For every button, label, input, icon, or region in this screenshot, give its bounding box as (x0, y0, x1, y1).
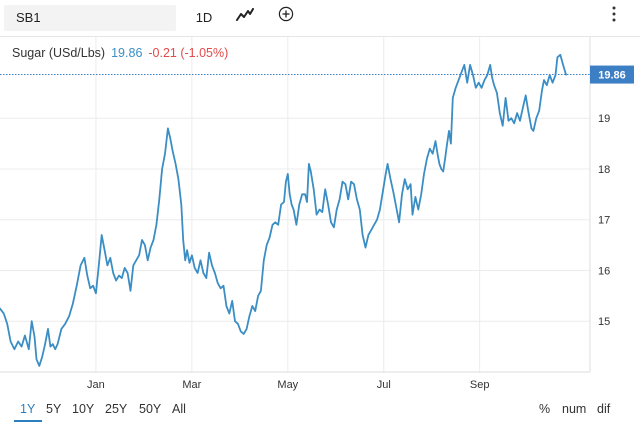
chart-legend: Sugar (USd/Lbs) 19.86 -0.21 (-1.05%) (12, 46, 228, 60)
y-tick-label: 17 (598, 215, 610, 227)
range-25y-button[interactable]: 25Y (105, 402, 128, 416)
x-tick-label: Jul (377, 379, 391, 391)
range-5y-button[interactable]: 5Y (46, 402, 62, 416)
range-1y-button[interactable]: 1Y (20, 402, 36, 416)
y-tick-label: 18 (598, 164, 610, 176)
y-tick-label: 19 (598, 113, 610, 125)
vertical-ellipsis-icon[interactable] (604, 5, 624, 31)
range-10y-button[interactable]: 10Y (72, 402, 95, 416)
range-bar: 1Y 5Y 10Y 25Y 50Y All % num dif (0, 394, 640, 425)
last-price-label: 19.86 (598, 70, 626, 82)
x-tick-label: May (277, 379, 298, 391)
range-50y-button[interactable]: 50Y (139, 402, 162, 416)
x-tick-label: Jan (87, 379, 105, 391)
last-price-label-box (590, 65, 634, 84)
scale-dif-button[interactable]: dif (597, 402, 611, 416)
symbol-input[interactable]: SB1 (4, 5, 176, 31)
vertical-ellipsis-icon-glyph (612, 6, 616, 22)
price-chart[interactable]: 15 16 17 18 19 Jan Mar May Jul Sep 19.86 (0, 37, 640, 394)
instrument-name: Sugar (USd/Lbs) (12, 46, 106, 60)
symbol-text: SB1 (16, 10, 41, 25)
y-tick-label: 15 (598, 316, 610, 328)
toolbar-divider (0, 36, 640, 37)
line-chart-icon-glyph (236, 8, 254, 21)
active-range-indicator (14, 420, 42, 422)
y-tick-label: 16 (598, 265, 610, 277)
x-tick-label: Mar (182, 379, 201, 391)
scale-percent-button[interactable]: % (539, 402, 551, 416)
x-tick-label: Sep (470, 379, 490, 391)
plus-circle-icon[interactable] (274, 5, 298, 31)
scale-num-button[interactable]: num (562, 402, 587, 416)
interval-button[interactable]: 1D (195, 10, 213, 25)
price-change: -0.21 (-1.05%) (148, 46, 229, 60)
last-price: 19.86 (111, 46, 143, 60)
range-all-button[interactable]: All (172, 402, 186, 416)
line-chart-icon[interactable] (232, 5, 258, 31)
plus-circle-icon-glyph (278, 6, 294, 22)
toolbar: SB1 1D (0, 0, 640, 37)
price-series-line (0, 53, 567, 367)
